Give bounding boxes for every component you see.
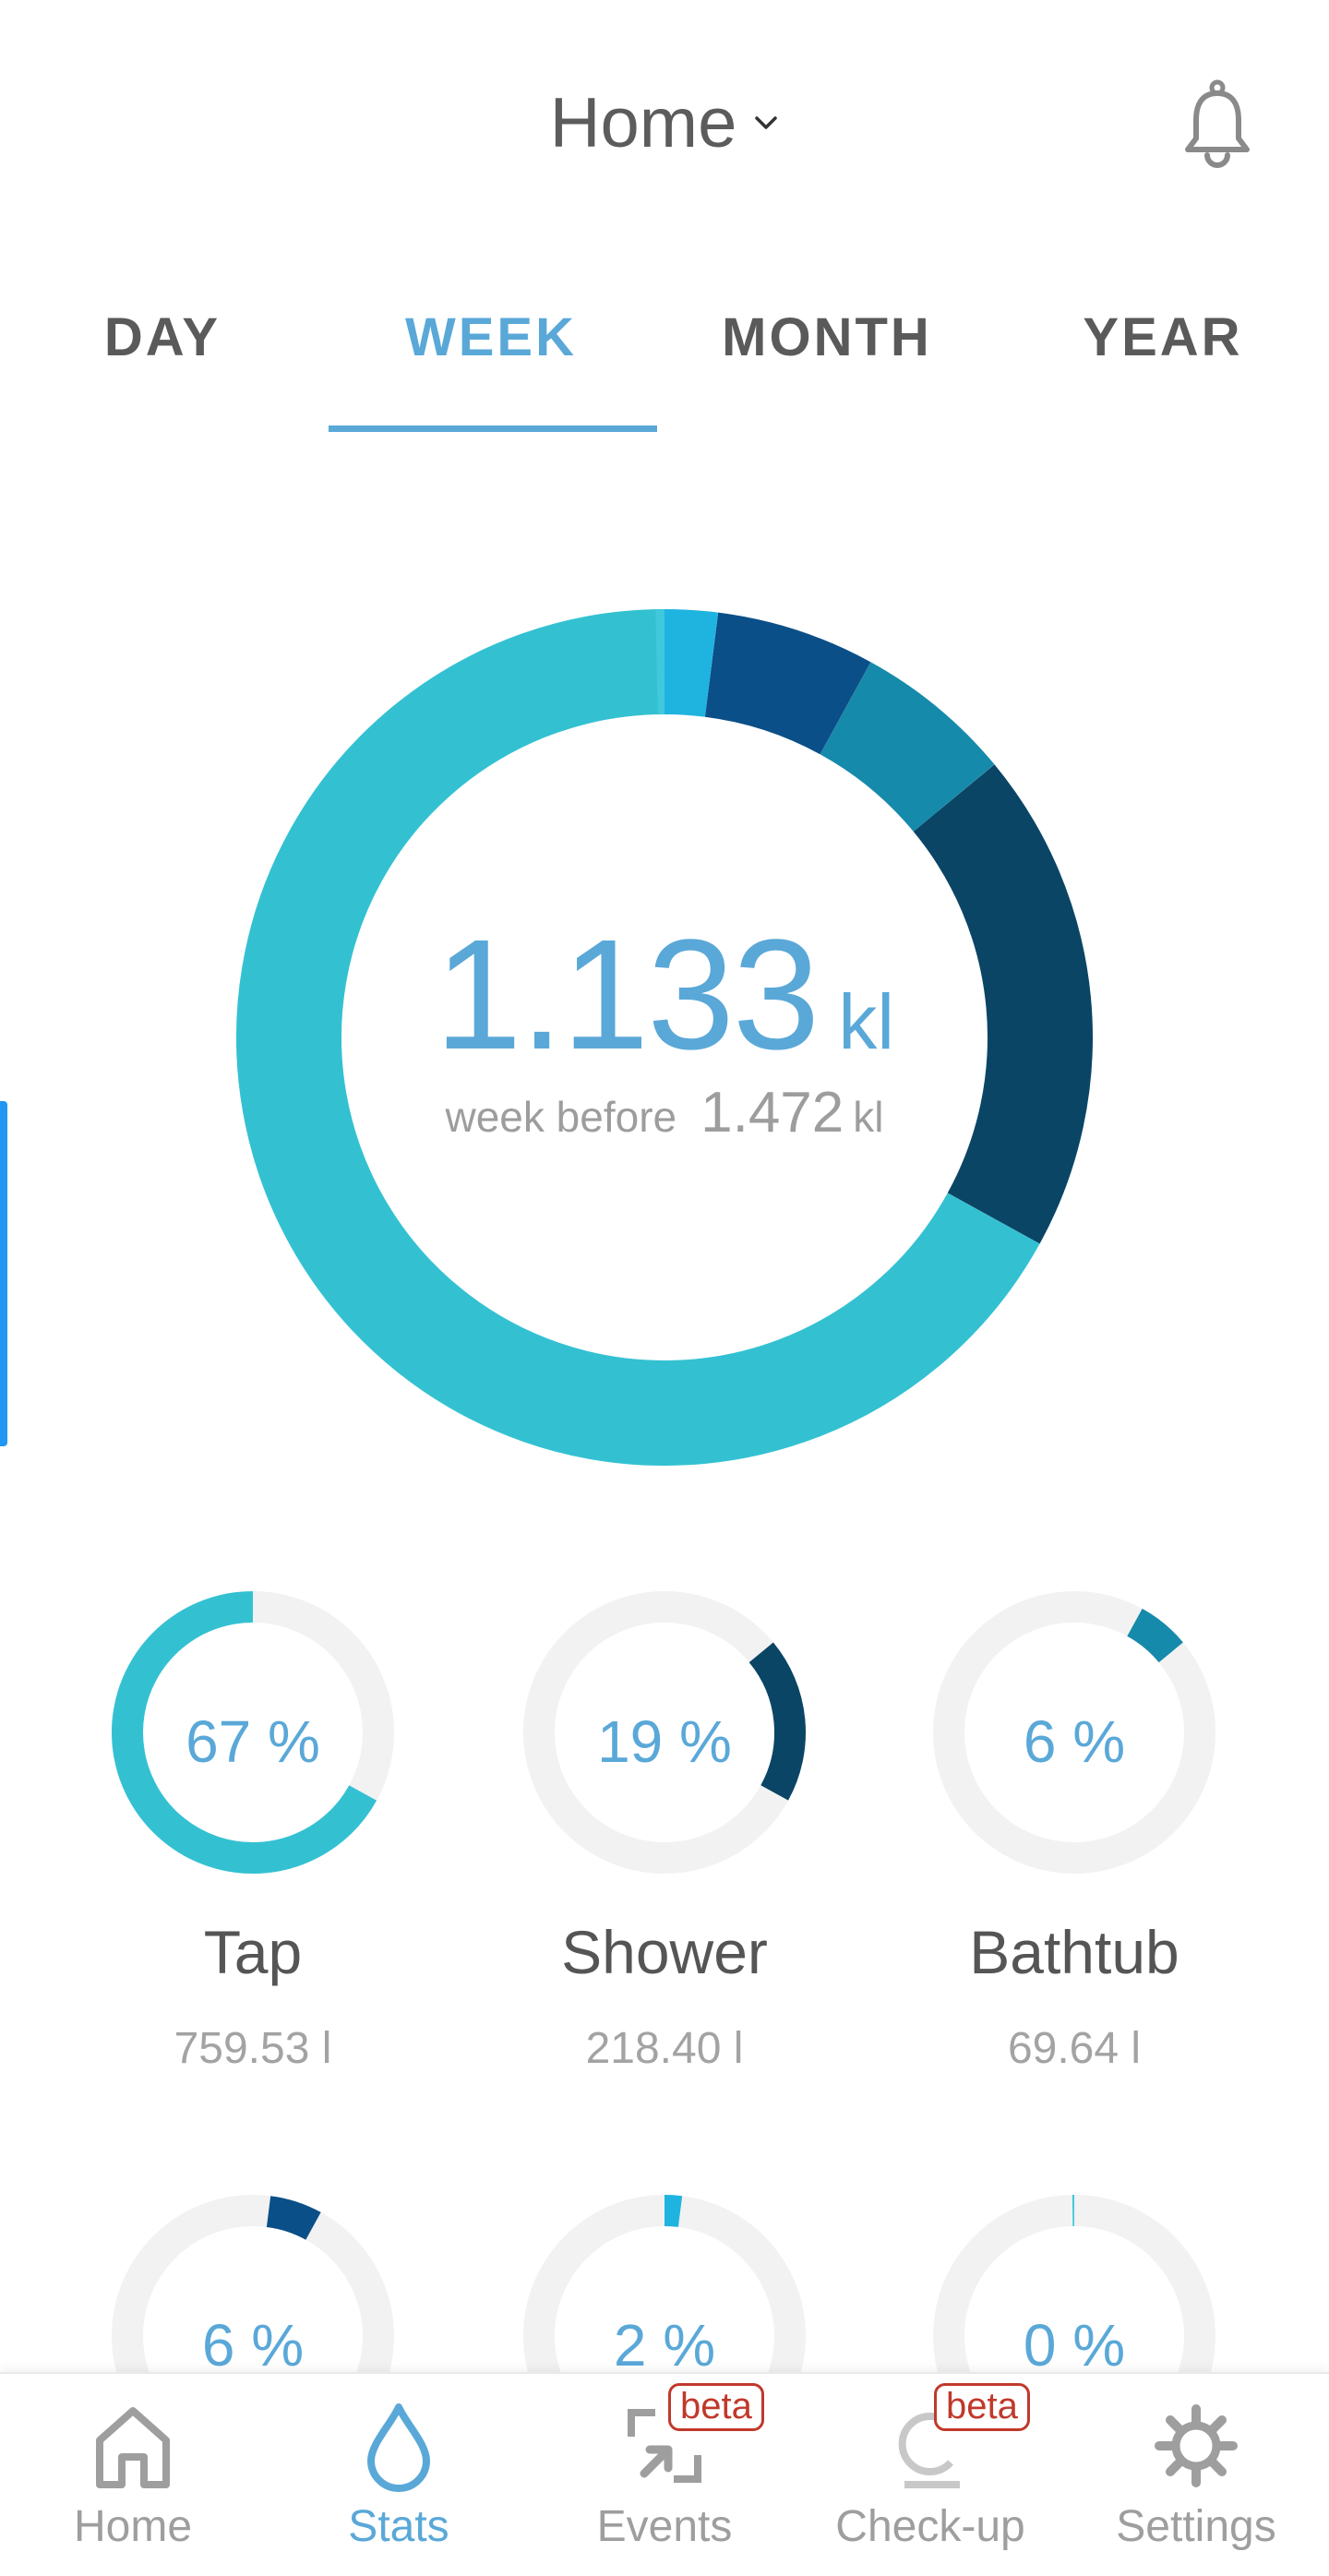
bathtub-progress-ring	[933, 1591, 1215, 1874]
ring-progress-arc	[748, 1642, 806, 1801]
chevron-down-icon	[755, 116, 778, 129]
active-tab-indicator	[329, 425, 657, 432]
total-value: 1.133	[434, 907, 820, 1083]
nav-stats-label: Stats	[348, 2502, 449, 2551]
bottom-navigation: Home Stats beta Events beta Check-up	[0, 2372, 1329, 2576]
shower-percent: 19 %	[597, 1708, 732, 1775]
tab-month[interactable]: MONTH	[722, 306, 932, 367]
previous-label: week before	[445, 1093, 677, 1141]
donut-segment-5	[664, 609, 719, 717]
tab-year[interactable]: YEAR	[1083, 306, 1243, 367]
total-usage: 1.133 kl	[341, 905, 988, 1083]
nav-settings[interactable]: Settings	[1063, 2374, 1329, 2576]
page-title: Home	[549, 83, 737, 162]
tap-progress-ring	[112, 1591, 394, 1874]
tab-week[interactable]: WEEK	[405, 306, 577, 367]
nav-home-label: Home	[73, 2502, 193, 2551]
nav-checkup-label: Check-up	[835, 2502, 1025, 2551]
events-beta-badge: beta	[668, 2383, 764, 2431]
previous-usage: week before 1.472 kl	[341, 1080, 988, 1154]
bathtub-label: Bathtub	[969, 1918, 1179, 1986]
gear-icon	[1155, 2404, 1238, 2487]
nav-settings-label: Settings	[1116, 2502, 1276, 2551]
bell-icon[interactable]	[1181, 79, 1253, 172]
location-selector[interactable]: Home	[0, 72, 1329, 174]
donut-segment-4	[703, 612, 871, 755]
tap-label: Tap	[203, 1918, 303, 1986]
tap-percent: 67 %	[186, 1708, 320, 1775]
home-icon	[96, 2407, 170, 2488]
previous-value: 1.472	[700, 1081, 844, 1144]
ring-progress-arc	[112, 1591, 377, 1874]
donut-segment-3	[819, 662, 995, 833]
category-5-percent: 2 %	[613, 2312, 716, 2378]
water-drop-icon	[367, 2403, 430, 2492]
nav-events[interactable]: beta Events	[532, 2374, 797, 2576]
ring-track	[933, 1591, 1215, 1874]
tab-day[interactable]: DAY	[103, 306, 222, 367]
events-icon	[628, 2409, 701, 2483]
shower-progress-ring	[523, 1591, 806, 1874]
checkup-icon	[898, 2413, 960, 2488]
usage-donut-chart	[236, 609, 1093, 1466]
total-unit: kl	[838, 978, 895, 1065]
previous-unit: kl	[853, 1093, 884, 1141]
ring-progress-arc	[1126, 1608, 1183, 1663]
ring-progress-arc	[266, 2196, 321, 2240]
category-4-percent: 6 %	[201, 2312, 305, 2378]
bathtub-percent: 6 %	[1023, 1708, 1126, 1775]
nav-home[interactable]: Home	[0, 2374, 266, 2576]
shower-volume: 218.40 l	[585, 2024, 744, 2073]
category-6-percent: 0 %	[1023, 2312, 1126, 2378]
tap-volume: 759.53 l	[174, 2024, 332, 2073]
side-scroll-indicator[interactable]	[0, 1101, 7, 1446]
bathtub-volume: 69.64 l	[1007, 2024, 1142, 2073]
nav-events-label: Events	[596, 2502, 733, 2551]
nav-checkup[interactable]: beta Check-up	[797, 2374, 1063, 2576]
nav-stats[interactable]: Stats	[266, 2374, 532, 2576]
checkup-beta-badge: beta	[934, 2383, 1030, 2431]
shower-label: Shower	[561, 1918, 768, 1986]
